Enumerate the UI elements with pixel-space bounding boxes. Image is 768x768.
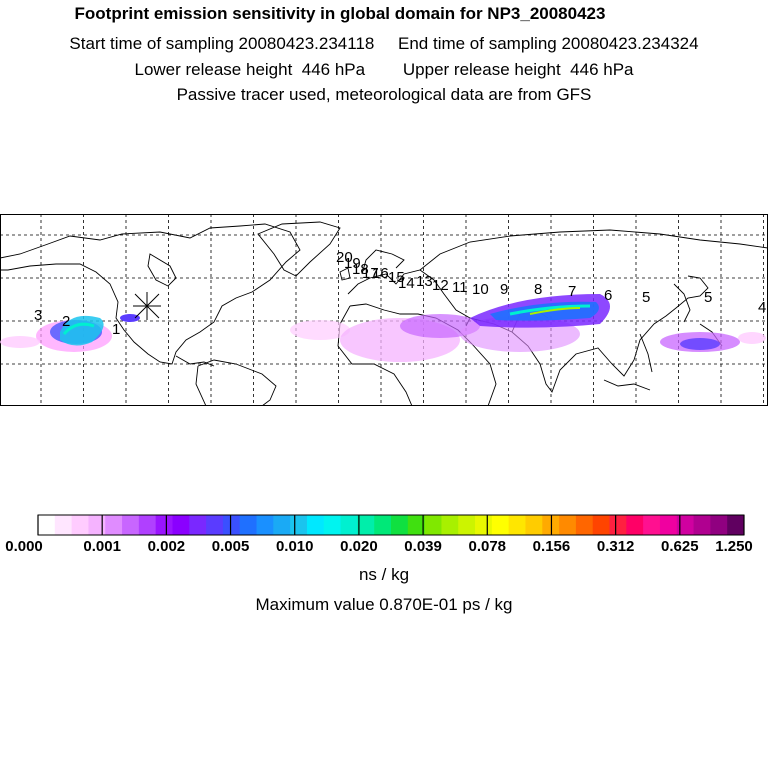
trajectory-label: 16: [372, 265, 389, 282]
colorbar-tick-label: 0.078: [468, 538, 507, 555]
colorbar-swatch: [71, 515, 89, 535]
colorbar-tick-label: 0.625: [661, 538, 699, 555]
colorbar-swatch: [222, 515, 241, 535]
colorbar-swatch: [643, 515, 661, 535]
colorbar-swatch: [508, 515, 526, 535]
colorbar-swatch: [441, 515, 459, 535]
trajectory-label: 4: [758, 299, 766, 316]
colorbar-tick-label: 0.000: [5, 538, 43, 555]
colorbar-swatch: [357, 515, 375, 535]
colorbar-swatch: [54, 515, 73, 535]
colorbar-swatch: [609, 515, 627, 535]
colorbar-swatch: [323, 515, 342, 535]
trajectory-label: 11: [452, 279, 468, 296]
trajectory-label: 1: [112, 321, 120, 338]
start-time: Start time of sampling 20080423.234118: [69, 34, 375, 53]
colorbar-swatch: [491, 515, 510, 535]
sampling-times: Start time of sampling 20080423.234118 E…: [0, 34, 768, 54]
colorbar-swatch: [256, 515, 274, 535]
colorbar-swatch: [340, 515, 358, 535]
colorbar-swatch: [727, 515, 745, 535]
colorbar-swatch: [306, 515, 325, 535]
colorbar-swatch: [155, 515, 173, 535]
colorbar-swatch: [424, 515, 442, 535]
colorbar-swatch: [575, 515, 594, 535]
colorbar: [37, 514, 745, 536]
colorbar-swatch: [88, 515, 106, 535]
colorbar-swatch: [239, 515, 258, 535]
colorbar-swatch: [458, 515, 476, 535]
colorbar-swatch: [626, 515, 644, 535]
colorbar-tick-label: 0.001: [83, 538, 121, 555]
colorbar-swatch: [592, 515, 611, 535]
release-point-star-icon: [133, 292, 161, 320]
colorbar-tick-label: 0.002: [147, 538, 186, 555]
colorbar-swatch: [172, 515, 190, 535]
colorbar-swatch: [273, 515, 291, 535]
colorbar-swatch: [374, 515, 392, 535]
colorbar-tick-label: 0.020: [340, 538, 378, 555]
lat-lon-grid: [0, 214, 768, 406]
colorbar-swatch: [676, 515, 695, 535]
trajectory-label: 20: [336, 249, 353, 266]
colorbar-tick-label: 1.250: [715, 538, 753, 555]
end-time: End time of sampling 20080423.234324: [398, 34, 699, 53]
trajectory-label: 15: [388, 269, 405, 286]
trajectory-label: 17: [362, 265, 379, 282]
colorbar-tick-label: 0.156: [532, 538, 571, 555]
trajectory-label: 14: [398, 275, 415, 292]
trajectory-label: 9: [500, 281, 508, 298]
colorbar-border: [37, 514, 745, 536]
trajectory-label: 18: [352, 261, 369, 278]
trajectory-label: 7: [568, 283, 576, 300]
trajectory-label: 10: [472, 281, 489, 298]
colorbar-swatch: [475, 515, 493, 535]
trajectory-label: 8: [534, 281, 542, 298]
colorbar-swatch: [710, 515, 728, 535]
tracer-note: Passive tracer used, meteorological data…: [176, 85, 592, 104]
colorbar-swatch: [693, 515, 711, 535]
maximum-value: Maximum value 0.870E-01 ps / kg: [255, 595, 513, 614]
colorbar-swatch: [559, 515, 577, 535]
colorbar-swatch: [105, 515, 123, 535]
colorbar-tick-label: 0.039: [404, 538, 442, 555]
colorbar-swatch: [290, 515, 308, 535]
colorbar-tick-label: 0.010: [275, 538, 314, 555]
colorbar-swatch: [38, 515, 56, 535]
trajectory-label: 12: [432, 277, 449, 294]
colorbar-swatch: [659, 515, 678, 535]
trajectory-label: 13: [416, 273, 433, 290]
colorbar-swatch: [206, 515, 224, 535]
upper-height: Upper release height 446 hPa: [402, 60, 634, 79]
colorbar-swatch: [525, 515, 543, 535]
trajectory-label: 2: [62, 313, 70, 330]
release-heights: Lower release height 446 hPa Upper relea…: [0, 60, 768, 80]
colorbar-swatch: [138, 515, 157, 535]
colorbar-tick-label: 0.005: [211, 538, 250, 555]
trajectory-label: 3: [34, 307, 42, 324]
lower-height: Lower release height 446 hPa: [134, 60, 366, 79]
colorbar-swatch: [122, 515, 140, 535]
trajectory-label: 5: [642, 289, 650, 306]
colorbar-swatch: [189, 515, 207, 535]
trajectory-label: 6: [604, 287, 612, 304]
colorbar-unit: ns / kg: [358, 565, 410, 584]
colorbar-tick-label: 0.312: [596, 538, 635, 555]
colorbar-swatch: [407, 515, 426, 535]
trajectory-label: 19: [344, 255, 361, 272]
sensitivity-field: [0, 294, 766, 362]
colorbar-swatch: [391, 515, 409, 535]
plot-title: Footprint emission sensitivity in global…: [74, 4, 606, 23]
trajectory-label: 5: [704, 289, 712, 306]
